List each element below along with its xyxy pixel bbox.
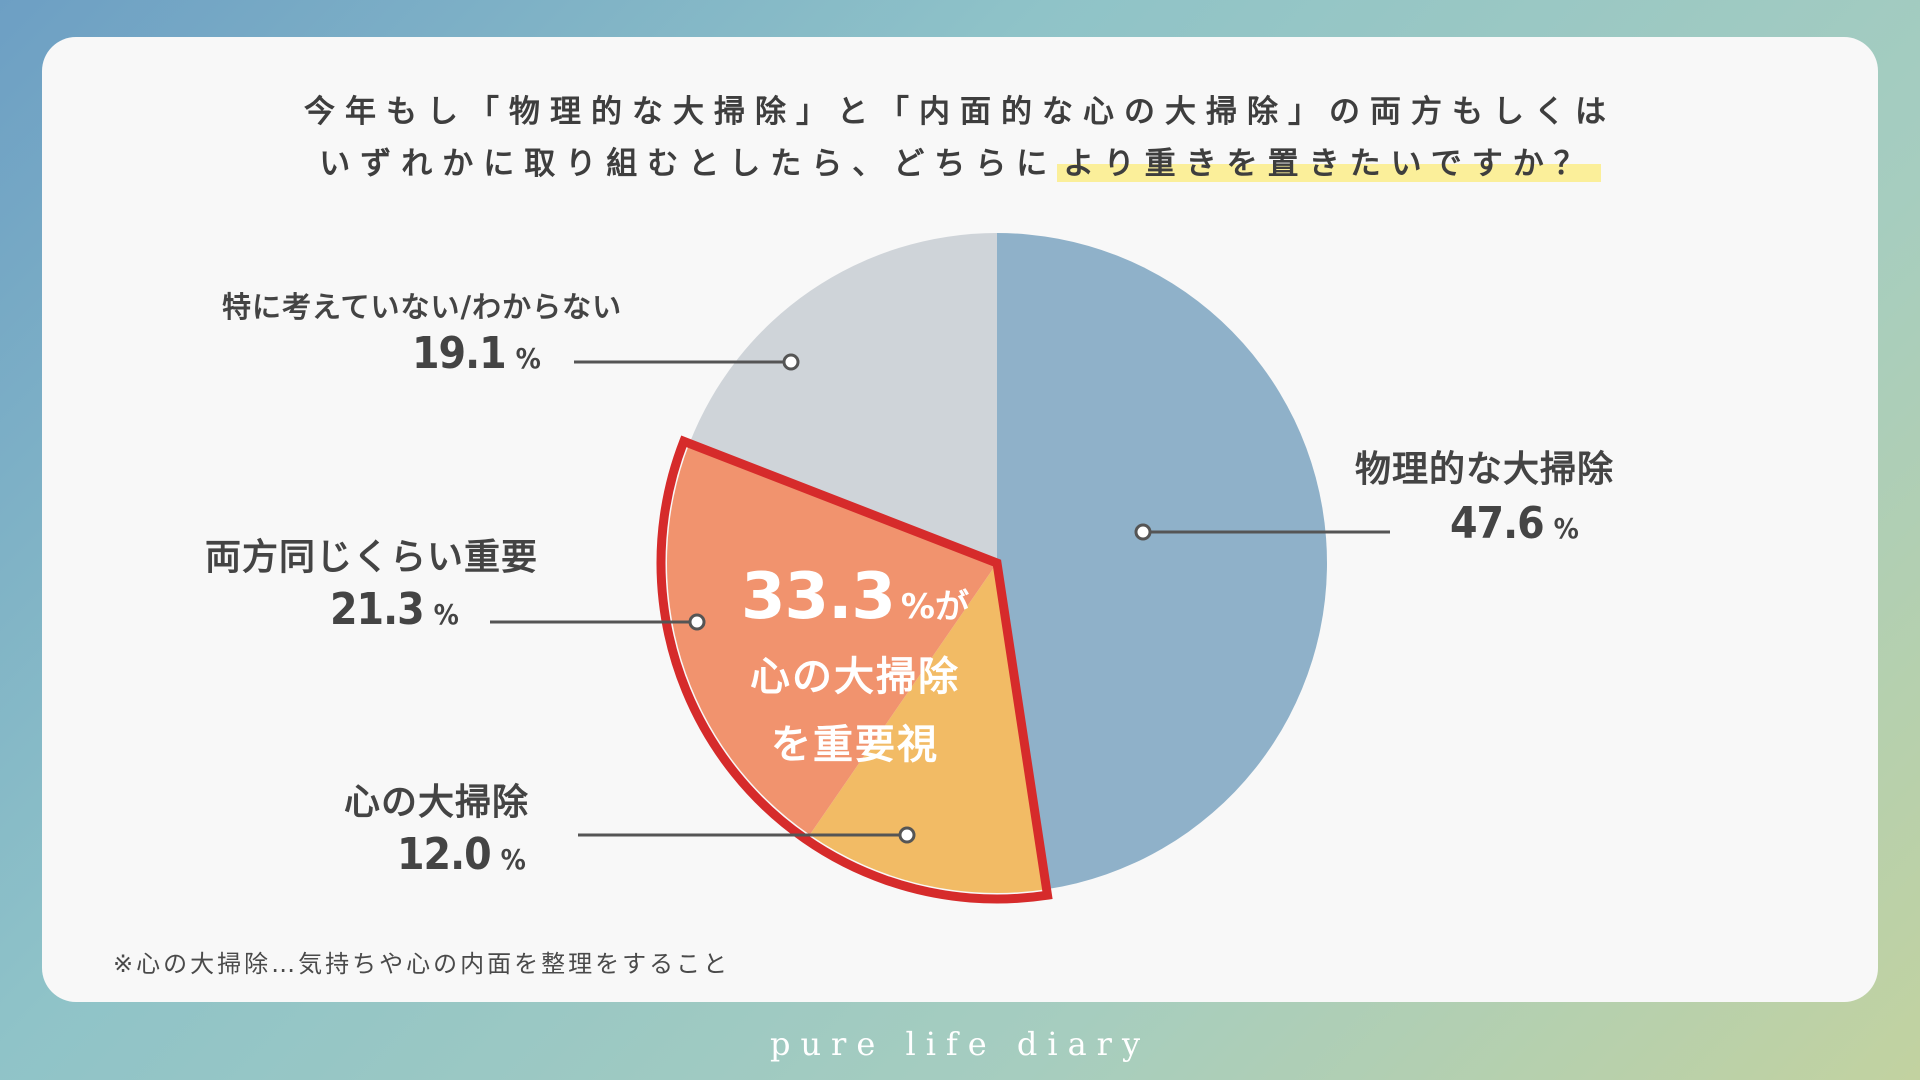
label-both: 両方同じくらい重要 21.3% xyxy=(205,528,538,635)
pie-slice-2 xyxy=(666,443,997,835)
value-label-none: 19.1% xyxy=(412,328,541,379)
label-none: 特に考えていない/わからない 19.1% xyxy=(222,284,622,379)
label-physical: 物理的な大掃除 47.6% xyxy=(1355,440,1614,549)
callout-line1: 心の大掃除 xyxy=(750,654,960,700)
category-label-none: 特に考えていない/わからない xyxy=(222,290,623,324)
pie-slice-1 xyxy=(809,563,1047,893)
chart-title-line1: 今年もし「物理的な大掃除」と「内面的な心の大掃除」の両方もしくは xyxy=(304,94,1616,130)
title-highlight: より重きを置きたいですか？ xyxy=(1057,146,1601,182)
callout-value: 33.3 xyxy=(741,560,896,634)
leader-both-dot xyxy=(688,613,706,631)
callout-unit: %が xyxy=(900,587,969,627)
pie-slice-3 xyxy=(689,233,997,563)
category-label-mental: 心の大掃除 xyxy=(344,782,530,823)
value-label-both: 21.3% xyxy=(330,584,459,635)
category-label-both: 両方同じくらい重要 xyxy=(205,537,539,578)
title-line2-text: いずれかに取り組むとしたら、どちらに xyxy=(319,146,1058,182)
footnote: ※心の大掃除…気持ちや心の内面を整理をすること xyxy=(113,950,731,978)
value-label-mental: 12.0% xyxy=(397,829,526,880)
highlight-border xyxy=(656,435,1053,904)
value-label-physical: 47.6% xyxy=(1450,498,1579,549)
leader-mental-dot xyxy=(898,826,916,844)
chart-title-line2: いずれかに取り組むとしたら、どちらに より重きを置きたいですか？ xyxy=(0,138,1920,183)
label-mental: 心の大掃除 12.0% xyxy=(344,773,529,880)
pie-slice-0 xyxy=(997,233,1327,890)
brand-logo: pure life diary xyxy=(769,1025,1151,1063)
leader-none-dot xyxy=(782,353,800,371)
leader-physical-dot xyxy=(1134,523,1152,541)
callout-line2: を重要視 xyxy=(771,722,939,768)
category-label-physical: 物理的な大掃除 xyxy=(1355,449,1615,490)
center-callout: 33.3 %が 心の大掃除 を重要視 xyxy=(700,560,1010,770)
